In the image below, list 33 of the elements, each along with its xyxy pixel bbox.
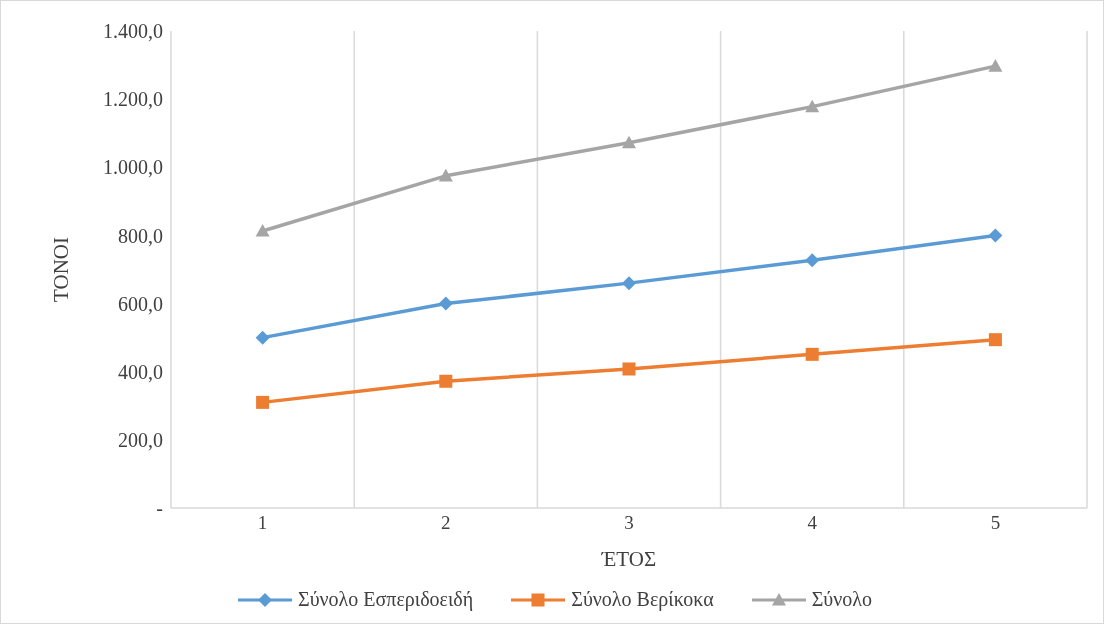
point xyxy=(622,362,636,376)
point xyxy=(805,347,819,361)
point xyxy=(805,99,820,113)
point xyxy=(438,296,453,311)
point xyxy=(805,253,820,268)
legend-label: Σύνολο Εσπεριδοειδή xyxy=(298,588,474,611)
point xyxy=(255,224,270,237)
x-tick-label: 4 xyxy=(807,512,818,534)
y-tick-label: 1.400,0 xyxy=(103,20,163,43)
y-tick-label: 600,0 xyxy=(118,292,163,315)
point xyxy=(256,395,270,409)
x-tick-label: 3 xyxy=(624,512,634,534)
legend-label: Σύνολο xyxy=(811,588,872,611)
y-tick-label: 1.000,0 xyxy=(103,156,163,179)
y-axis-title: ΤΟΝΟΙ xyxy=(49,237,74,302)
point xyxy=(439,374,453,388)
y-tick-label: 400,0 xyxy=(118,360,163,383)
point xyxy=(622,276,636,291)
y-tick-label: 200,0 xyxy=(118,428,163,451)
point xyxy=(255,330,270,345)
point xyxy=(988,228,1003,243)
legend-label: Σύνολο Βερίκοκα xyxy=(571,588,714,611)
x-axis-title: ΈΤΟΣ xyxy=(600,547,657,571)
x-tick-label: 5 xyxy=(990,512,1001,534)
x-tick-label: 2 xyxy=(441,512,451,534)
y-tick-label: 1.200,0 xyxy=(103,88,163,111)
y-tick-label: - xyxy=(156,497,163,520)
point xyxy=(622,135,636,149)
y-tick-label: 800,0 xyxy=(118,224,163,247)
point xyxy=(988,59,1003,72)
point xyxy=(438,168,453,182)
point xyxy=(988,333,1002,347)
x-tick-label: 1 xyxy=(257,512,268,534)
